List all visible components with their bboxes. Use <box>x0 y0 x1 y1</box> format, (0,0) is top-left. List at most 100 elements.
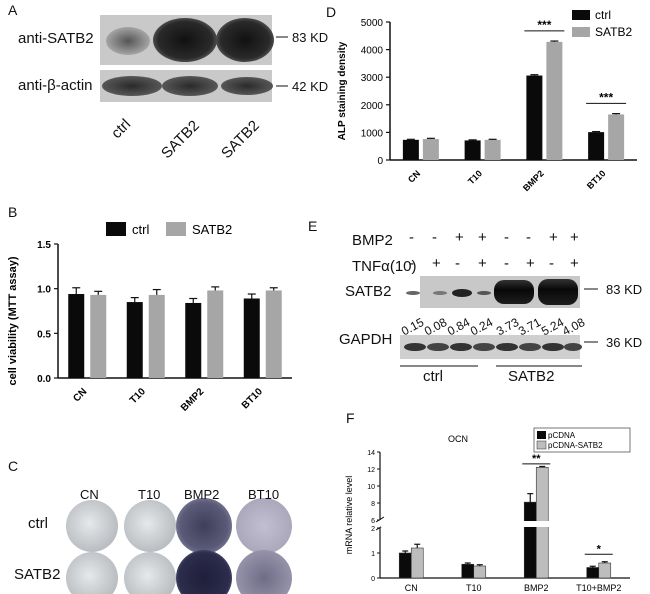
panel-e-blot <box>400 276 598 367</box>
panel-e-size-label: 83 KD <box>606 282 643 297</box>
well-ctrl-bmp2 <box>176 498 232 554</box>
panel-c-col-label: T10 <box>138 487 161 502</box>
x-tick-label: T10 <box>128 386 148 406</box>
x-tick-label: BMP2 <box>179 386 207 414</box>
bar-ctrl <box>243 298 260 378</box>
bmp2-sign: + <box>455 229 464 246</box>
legend-label: SATB2 <box>192 222 232 237</box>
bar-ctrl <box>185 302 202 378</box>
bmp2-sign: + <box>570 229 579 246</box>
well-ctrl-t10 <box>124 500 176 552</box>
tnf-sign: - <box>549 255 554 272</box>
bmp2-sign: + <box>478 229 487 246</box>
significance-label: * <box>597 543 602 555</box>
well-satb2-cn <box>66 552 118 594</box>
x-tick-label: CN <box>405 583 418 593</box>
bar-ctrl <box>526 75 543 160</box>
legend-swatch-pcdna-satb2 <box>536 440 547 450</box>
y-tick-label: 0.5 <box>37 329 51 340</box>
blot-e-band <box>406 291 420 295</box>
blot-a-band <box>221 77 273 95</box>
significance-label: *** <box>599 90 613 104</box>
legend-label: pCDNA <box>548 431 576 440</box>
well-ctrl-bt10 <box>236 498 292 554</box>
axis-break-gap <box>381 521 631 527</box>
bar-pcdna-satb2 <box>410 547 424 579</box>
blot-a-band <box>153 18 217 62</box>
y-tick-label: 4000 <box>361 46 384 57</box>
y-tick-label: 12 <box>367 467 375 474</box>
x-tick-label: T10 <box>466 583 482 593</box>
tnf-sign: + <box>432 255 441 272</box>
bmp2-sign: - <box>526 229 531 246</box>
bar-satb2 <box>484 139 501 160</box>
well-satb2-bmp2 <box>176 550 232 594</box>
blot-e-band <box>496 343 518 351</box>
x-tick-label: CN <box>71 386 89 404</box>
blot-a-band <box>162 76 218 96</box>
bar-satb2 <box>265 290 282 378</box>
blot-e-band <box>477 291 491 295</box>
legend-swatch-ctrl <box>106 222 126 236</box>
legend-label: pCDNA-SATB2 <box>548 441 603 450</box>
blot-e-band <box>452 289 472 297</box>
blot-a-band <box>106 27 150 55</box>
blot-e-band <box>564 343 582 351</box>
tnf-sign: + <box>478 255 487 272</box>
y-axis-title: mRNA relative level <box>344 476 354 555</box>
bar-pcdna <box>398 552 412 579</box>
tnf-sign: - <box>409 255 414 272</box>
bar-ctrl <box>464 140 481 160</box>
panel-b-letter: B <box>8 204 18 220</box>
panel-c-row-label: SATB2 <box>14 566 61 583</box>
bmp2-sign: - <box>409 229 414 246</box>
panel-a-blot <box>100 15 288 102</box>
panel-c-wells <box>66 498 292 594</box>
blot-e-band <box>473 343 495 351</box>
blot-e-band <box>433 291 447 295</box>
bar-pcdna-satb2 <box>473 565 487 579</box>
y-tick-label: 1.0 <box>37 285 51 296</box>
bar-satb2 <box>90 294 107 378</box>
legend-label: SATB2 <box>595 25 632 39</box>
bar-pcdna <box>586 567 600 579</box>
panel-e-group-label: ctrl <box>423 368 443 385</box>
y-tick-label: 14 <box>367 450 375 457</box>
legend-label: ctrl <box>132 222 149 237</box>
tnf-sign: - <box>504 255 509 272</box>
legend-label: ctrl <box>595 8 611 22</box>
y-tick-label: 1 <box>371 551 375 558</box>
panel-d-letter: D <box>326 4 337 20</box>
panel-e-row-label: GAPDH <box>339 331 393 348</box>
bmp2-sign: + <box>549 229 558 246</box>
panel-c-col-label: BT10 <box>248 487 280 502</box>
y-tick-label: 0 <box>371 576 375 583</box>
y-tick-label: 2 <box>371 526 375 533</box>
tnf-sign: + <box>526 255 535 272</box>
y-axis-title: ALP staining density <box>337 41 348 140</box>
panel-c-col-label: BMP2 <box>184 487 220 502</box>
bar-pcdna <box>523 501 537 579</box>
y-tick-label: 3000 <box>361 73 384 84</box>
significance-label: *** <box>537 18 551 32</box>
bar-satb2 <box>422 139 439 160</box>
legend-swatch-satb2 <box>572 27 590 37</box>
y-tick-label: 0 <box>377 156 383 167</box>
blot-e-band <box>538 279 578 305</box>
bar-ctrl <box>126 302 143 378</box>
significance-label: ** <box>532 453 541 465</box>
bar-satb2 <box>148 294 165 378</box>
bmp2-sign: - <box>432 229 437 246</box>
blot-e-band <box>404 343 426 351</box>
well-ctrl-cn <box>66 500 118 552</box>
y-tick-label: 1000 <box>361 128 384 139</box>
panel-e-letter: E <box>308 218 318 234</box>
y-tick-label: 0.0 <box>37 374 51 385</box>
y-axis-title: cell viability (MTT assay) <box>7 256 19 385</box>
bar-satb2 <box>207 290 224 378</box>
panel-b-chart: 0.0 0.5 1.0 1.5 CN T10 BMP2 BT10 cell viability … <box>7 222 292 414</box>
y-tick-label: 8 <box>371 501 375 508</box>
blot-a-band <box>102 76 162 96</box>
tnf-sign: + <box>570 255 579 272</box>
